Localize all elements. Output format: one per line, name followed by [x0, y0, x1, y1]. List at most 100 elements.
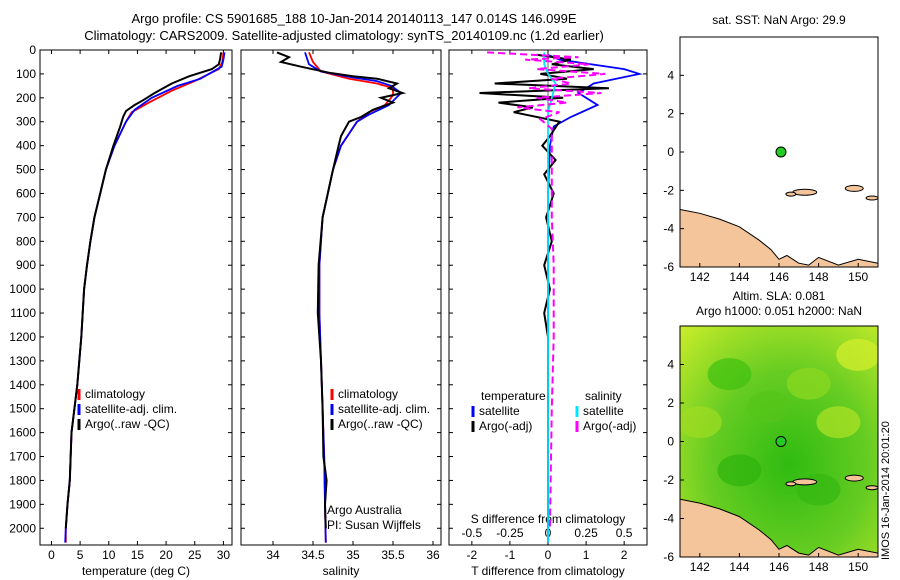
salinity-xtick-label: 35.5	[381, 548, 405, 562]
salinity-xtick-label: 36	[426, 548, 440, 562]
depth-tick-label: 1900	[9, 497, 36, 511]
depth-tick-label: 1500	[9, 402, 36, 416]
sla-patch	[747, 390, 792, 423]
temperature-xtick-label: 10	[102, 548, 116, 562]
island	[785, 191, 797, 197]
sla-patch	[786, 367, 831, 400]
difference-top-tick-label: 0.25	[574, 526, 598, 540]
difference-top-tick-label: 0.5	[616, 526, 633, 540]
depth-tick-label: 700	[16, 210, 36, 224]
depth-tick-label: 1700	[9, 450, 36, 464]
salinity-xtick-label: 34	[266, 548, 280, 562]
sat-sst-map-ytick-label: 4	[667, 68, 674, 82]
temperature-xtick-label: 25	[188, 548, 202, 562]
temperature-series-argo-raw-qc-	[64, 52, 223, 529]
altim-sla-map-subtitle: Argo h1000: 0.051 h2000: NaN	[696, 304, 862, 318]
diff-legend-title-salinity: salinity	[585, 389, 622, 403]
salinity-legend-label: climatology	[338, 387, 398, 401]
sat-sst-map-ytick-label: -6	[663, 260, 674, 274]
altim-sla-map-ytick-label: -6	[663, 550, 674, 564]
difference-series-temperature-argo-adj-	[479, 53, 609, 529]
temperature-xlabel: temperature (deg C)	[82, 564, 190, 578]
sat-sst-map-xtick-label: 144	[729, 270, 749, 284]
altim-sla-map-ytick-label: -4	[663, 512, 674, 526]
altim-sla-map-land	[680, 498, 878, 557]
sat-sst-map-title: sat. SST: NaN Argo: 29.9	[712, 13, 846, 27]
altim-sla-map-argo-marker	[775, 436, 787, 447]
depth-tick-label: 1200	[9, 330, 36, 344]
depth-tick-label: 300	[16, 115, 36, 129]
salinity-legend-label: Argo(..raw -QC)	[338, 417, 423, 431]
chart-title-line2: Climatology: CARS2009. Satellite-adjuste…	[84, 28, 604, 43]
island	[844, 184, 864, 192]
difference-top-tick-label: -0.5	[462, 526, 483, 540]
altim-sla-map-xtick-label: 144	[729, 560, 749, 574]
sla-patch	[707, 358, 752, 391]
sat-sst-map-land	[680, 208, 878, 267]
altim-sla-map-panel: 142 144 146 148 150 4 2 0 -2 -4 -6 Altim. SLA: 0.08…	[663, 289, 879, 574]
temperature-xtick-label: 30	[217, 548, 231, 562]
sat-sst-map-argo-marker	[775, 146, 787, 158]
sat-sst-map-ytick-label: 2	[667, 107, 674, 121]
salinity-legend-label: satellite-adj. clim.	[338, 402, 430, 416]
diff-legend-label: satellite	[583, 404, 624, 418]
depth-tick-label: 900	[16, 258, 36, 272]
temperature-xtick-label: 5	[77, 548, 84, 562]
salinity-panel: 34 34.5 35 35.5 36 salinity climatologysatelli…	[240, 49, 442, 578]
depth-tick-label: 1000	[9, 282, 36, 296]
depth-tick-label: 1800	[9, 473, 36, 487]
depth-tick-label: 1100	[10, 306, 36, 320]
sat-sst-map-xtick-label: 150	[848, 270, 868, 284]
sat-sst-map-xtick-label: 148	[809, 270, 829, 284]
altim-sla-map-xtick-label: 148	[809, 560, 829, 574]
difference-xtick-label: -1	[505, 548, 516, 562]
difference-xtick-label: -2	[467, 548, 478, 562]
diff-legend-label: Argo(-adj)	[479, 419, 532, 433]
depth-tick-label: 1300	[9, 354, 36, 368]
sat-sst-map-ytick-label: 0	[667, 145, 674, 159]
depth-tick-label: 200	[16, 91, 36, 105]
salinity-xtick-label: 35	[346, 548, 360, 562]
temperature-legend-label: Argo(..raw -QC)	[85, 417, 170, 431]
depth-tick-label: 500	[16, 163, 36, 177]
sat-sst-map-ytick-label: -4	[663, 222, 674, 236]
island	[785, 481, 797, 487]
salinity-series-argo-raw-qc-	[276, 51, 407, 529]
sat-sst-map-panel: 142 144 146 148 150 4 2 0 -2 -4 -6 sat. SST: NaN Ar…	[663, 13, 879, 284]
depth-tick-label: 400	[16, 139, 36, 153]
altim-sla-map-xtick-label: 146	[769, 560, 789, 574]
altim-sla-map-title: Altim. SLA: 0.081	[733, 289, 826, 303]
altim-sla-map-ytick-label: 4	[667, 358, 674, 372]
sat-sst-map-ytick-label: -2	[663, 183, 674, 197]
temperature-legend-label: satellite-adj. clim.	[85, 402, 177, 416]
difference-panel: -2 -1 0 1 2-0.5 -0.25 0 0.25 0.5T difference fro…	[448, 49, 648, 578]
depth-tick-label: 1400	[9, 378, 36, 392]
diff-legend-label: satellite	[479, 404, 520, 418]
annotation-line1: Argo Australia	[327, 503, 402, 517]
depth-tick-label: 0	[29, 43, 36, 57]
temperature-panel: 0 5 10 15 20 25 300100200300400500600700800900…	[9, 43, 233, 578]
sat-sst-map-xtick-label: 142	[690, 270, 710, 284]
difference-series-salinity-satellite	[543, 52, 557, 543]
altim-sla-map-ytick-label: -2	[663, 473, 674, 487]
timestamp-stamp: IMOS 16-Jan-2014 20:01:20	[880, 421, 892, 560]
island	[844, 474, 864, 482]
island	[865, 195, 879, 201]
sla-patch	[680, 406, 722, 439]
sla-patch	[717, 454, 762, 487]
temperature-xtick-label: 15	[131, 548, 145, 562]
depth-tick-label: 2000	[9, 521, 36, 535]
island	[865, 485, 879, 491]
difference-series-salinity-argo-adj-	[487, 51, 606, 529]
difference-xlabel: T difference from climatology	[471, 564, 625, 578]
altim-sla-map-ytick-label: 2	[667, 396, 674, 410]
depth-tick-label: 100	[16, 67, 36, 81]
diff-legend-title-temperature: temperature	[481, 389, 546, 403]
salinity-xtick-label: 34.5	[301, 548, 325, 562]
temperature-xtick-label: 20	[159, 548, 173, 562]
diff-legend-label: Argo(-adj)	[583, 419, 636, 433]
sat-sst-map-xtick-label: 146	[769, 270, 789, 284]
sla-patch	[836, 338, 878, 371]
difference-xtick-label: 1	[583, 548, 590, 562]
